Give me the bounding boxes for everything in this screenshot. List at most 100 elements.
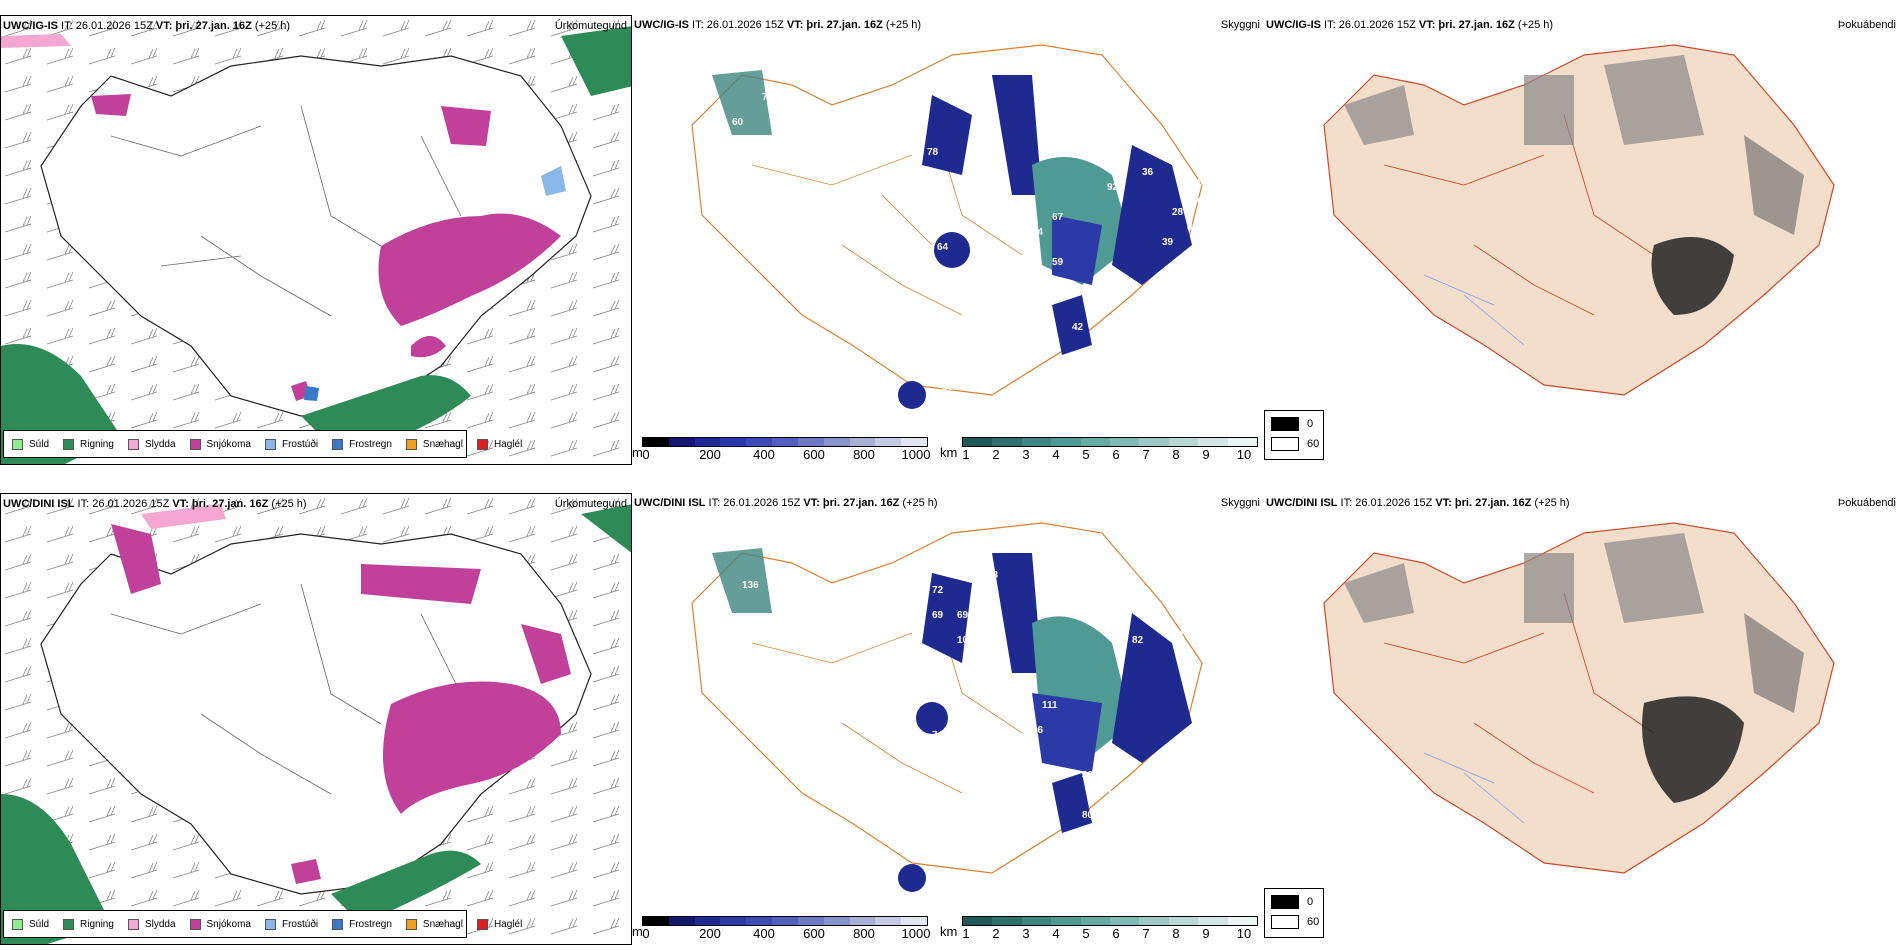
visibility-value-label: 65 — [1052, 770, 1064, 781]
colorbar-swatch — [746, 917, 773, 925]
legend-item: Snjókoma — [189, 438, 251, 450]
visibility-tick: 3 — [1022, 926, 1030, 941]
visibility-colorbar-row2: km 1 2 3 4 5 6 7 8 9 10 — [940, 916, 1260, 944]
legend-label: Slydda — [144, 918, 176, 930]
visibility-value-label: 75 — [762, 92, 774, 103]
visibility-value-label: 82 — [747, 615, 759, 626]
visibility-tick: 7 — [1142, 926, 1150, 941]
colorbar-swatch — [1021, 917, 1052, 925]
visibility-value-label: 96 — [1032, 725, 1044, 736]
colorbar-swatch — [797, 438, 824, 446]
visibility-value-label: 45 — [732, 62, 744, 73]
colorbar-swatch — [772, 438, 798, 446]
height-tick: 800 — [853, 447, 875, 462]
visibility-value-label: 104 — [1092, 600, 1109, 611]
legend-swatch — [264, 918, 276, 930]
legend-label: Frostúði — [281, 918, 319, 930]
visibility-value-label: 69 — [957, 610, 969, 621]
colorbar-swatch — [823, 917, 850, 925]
visibility-value-label: 84 — [977, 167, 989, 178]
visibility-value-label: 55 — [972, 192, 984, 203]
colorbar-swatch — [992, 438, 1022, 446]
init-time: IT: 26.01.2026 15Z — [74, 498, 173, 510]
legend-item: Slydda — [127, 438, 176, 450]
colorbar-swatch — [901, 917, 927, 925]
fog-legend-label: 0 — [1307, 418, 1314, 430]
colorbar-swatch — [1139, 917, 1169, 925]
colorbar-swatch — [1110, 438, 1140, 446]
visibility-tick: 6 — [1112, 926, 1120, 941]
visibility-value-label: 28 — [1172, 207, 1184, 218]
colorbar-swatch — [643, 438, 669, 446]
visibility-value-label: 136 — [742, 580, 759, 591]
legend-item: Frostregn — [332, 918, 392, 930]
panel-title: Úrkomutegund — [554, 498, 627, 510]
visibility-value-label: 40 — [942, 885, 954, 896]
colorbar-swatch — [1021, 438, 1052, 446]
colorbar-swatch — [643, 917, 669, 925]
legend-item: Súld — [12, 438, 50, 450]
fog-legend-swatch — [1271, 915, 1299, 929]
lead-time: (+25 h) — [268, 498, 307, 510]
legend-label: Súld — [29, 438, 50, 450]
colorbar-swatch — [668, 917, 695, 925]
legend-label: Frostúði — [281, 438, 319, 450]
visibility-tick: 1 — [962, 926, 970, 941]
visibility-tick: 4 — [1052, 447, 1060, 462]
visibility-value-label: 132 — [732, 540, 749, 551]
panel-title: Skyggni — [1220, 497, 1260, 509]
fog-map-row2: UWC/DINI ISL IT: 26.01.2026 15Z VT: þri.… — [1264, 493, 1900, 945]
height-colorbar-scale — [642, 916, 928, 926]
row1-fog-header: UWC/IG-IS IT: 26.01.2026 15Z VT: þri. 27… — [1266, 19, 1553, 31]
lead-time: (+25 h) — [1514, 19, 1554, 31]
valid-time: VT: þri. 27.jan. 16Z — [172, 498, 269, 510]
legend-swatch — [332, 918, 344, 930]
visibility-value-label: 74 — [932, 730, 944, 741]
legend-item: Snjókoma — [189, 918, 251, 930]
visibility-value-label: 56 — [1192, 177, 1204, 188]
legend-item: Slydda — [127, 918, 176, 930]
colorbar-swatch — [1168, 917, 1199, 925]
legend-swatch — [12, 918, 23, 930]
visibility-value-label: 62 — [987, 595, 999, 606]
fog-legend-swatch — [1271, 417, 1299, 431]
legend-label: Frostregn — [349, 438, 392, 450]
visibility-tick: 7 — [1142, 447, 1150, 462]
legend-item: Haglél — [476, 438, 522, 450]
visibility-value-label: 110 — [1007, 257, 1024, 268]
visibility-value-label: 138 — [1012, 755, 1029, 766]
height-tick: 400 — [753, 447, 775, 462]
valid-time: VT: þri. 27.jan. 16Z — [1435, 497, 1532, 509]
panel-title: Þokuábendi — [1837, 19, 1896, 31]
visibility-value-label: 333 — [1082, 770, 1099, 781]
legend-swatch — [189, 918, 201, 930]
precip-type-map-row2: UWC/DINI ISL IT: 26.01.2026 15Z VT: þri.… — [0, 493, 632, 945]
colorbar-swatch — [1080, 438, 1111, 446]
fog-legend-row1: 0 60 — [1264, 410, 1324, 460]
visibility-tick: 4 — [1052, 926, 1060, 941]
legend-item: Rigning — [63, 918, 114, 930]
height-tick: 1000 — [901, 447, 931, 462]
height-tick: 600 — [803, 447, 825, 462]
legend-swatch — [63, 918, 75, 930]
init-time: IT: 26.01.2026 15Z — [705, 497, 804, 509]
legend-item: Frostúði — [264, 918, 319, 930]
colorbar-swatch — [1168, 438, 1199, 446]
legend-swatch — [12, 438, 23, 450]
visibility-value-label: 96 — [1022, 675, 1034, 686]
legend-swatch — [405, 918, 417, 930]
visibility-unit: km — [940, 924, 958, 939]
fog-legend-row2: 0 60 — [1264, 888, 1324, 938]
fog-legend-label: 0 — [1307, 896, 1314, 908]
colorbar-swatch — [772, 917, 798, 925]
legend-label: Rigning — [80, 438, 114, 450]
colorbar-swatch — [1139, 438, 1169, 446]
colorbar-swatch — [694, 438, 721, 446]
fog-legend-swatch — [1271, 895, 1299, 909]
lead-time: (+25 h) — [882, 19, 922, 31]
visibility-map-graphic-r1: 45 75 60 69 78 84 55 16 34 62 137 45 36 92 56 91 64 74 67 1… — [691, 44, 1209, 409]
legend-label: Snjókoma — [206, 918, 251, 930]
visibility-value-label: 36 — [1142, 167, 1154, 178]
visibility-value-label: 53 — [987, 570, 999, 581]
height-tick: 600 — [803, 926, 825, 941]
